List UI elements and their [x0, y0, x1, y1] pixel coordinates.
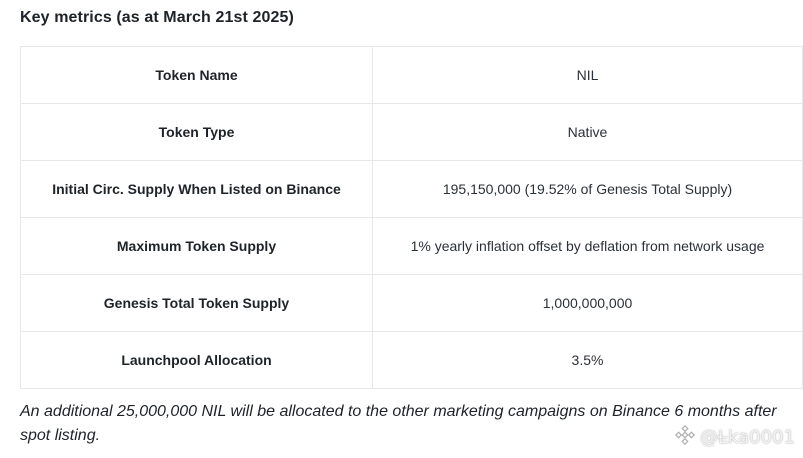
- row-label: Launchpool Allocation: [20, 331, 373, 389]
- row-label: Maximum Token Supply: [20, 217, 373, 275]
- row-value: Native: [372, 103, 803, 161]
- row-value: 3.5%: [372, 331, 803, 389]
- row-label: Initial Circ. Supply When Listed on Bina…: [20, 160, 373, 218]
- table-row: Maximum Token Supply 1% yearly inflation…: [20, 217, 803, 275]
- key-metrics-table: Token Name NIL Token Type Native Initial…: [20, 46, 803, 389]
- watermark: @L̴ka0001: [674, 424, 795, 451]
- table-row: Genesis Total Token Supply 1,000,000,000: [20, 274, 803, 332]
- footnote: An additional 25,000,000 NIL will be all…: [20, 403, 777, 444]
- row-value: 1,000,000,000: [372, 274, 803, 332]
- page-title: Key metrics (as at March 21st 2025): [20, 9, 294, 26]
- table-row: Initial Circ. Supply When Listed on Bina…: [20, 160, 803, 218]
- row-label: Token Name: [20, 46, 373, 104]
- row-label: Genesis Total Token Supply: [20, 274, 373, 332]
- row-value: 195,150,000 (19.52% of Genesis Total Sup…: [372, 160, 803, 218]
- table-row: Token Name NIL: [20, 46, 803, 104]
- row-value: 1% yearly inflation offset by deflation …: [372, 217, 803, 275]
- table-row: Launchpool Allocation 3.5%: [20, 331, 803, 389]
- row-label: Token Type: [20, 103, 373, 161]
- binance-diamond-icon: [674, 424, 696, 451]
- row-value: NIL: [372, 46, 803, 104]
- watermark-handle: @L̴ka0001: [700, 427, 795, 448]
- table-row: Token Type Native: [20, 103, 803, 161]
